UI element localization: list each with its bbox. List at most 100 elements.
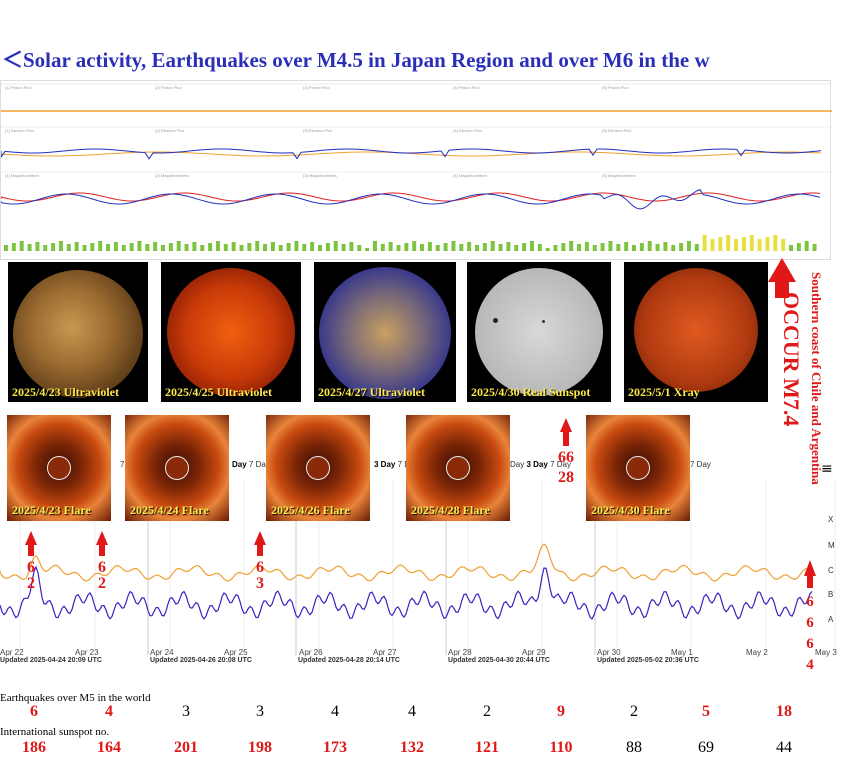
kp-bar xyxy=(113,242,118,251)
kp-bar xyxy=(561,243,566,251)
update-time: Updated 2025-04-24 20:09 UTC xyxy=(0,657,102,664)
eq-value-cell: 6 xyxy=(30,703,38,720)
range-buttons-2[interactable]: Day 7 Day xyxy=(232,460,270,469)
scale-m: M xyxy=(828,541,835,550)
kp-bar xyxy=(184,244,189,251)
kp-bar xyxy=(412,241,417,251)
sunspot-dot xyxy=(493,318,498,323)
kp-bar xyxy=(553,245,558,251)
kp-bar xyxy=(223,244,228,251)
sunspot-value-cell: 121 xyxy=(475,739,499,756)
panel-label: (5) Proton Flux xyxy=(602,85,628,90)
kp-bar xyxy=(467,242,472,251)
panel-label: (2) Electron Flux xyxy=(155,128,184,133)
kp-bar xyxy=(66,244,71,251)
flare-image-0430: 2025/4/30 Flare xyxy=(586,415,690,521)
kp-bar xyxy=(773,235,778,251)
update-time: Updated 2025-04-30 20:44 UTC xyxy=(448,657,550,664)
kp-bar xyxy=(231,242,236,251)
page-title: ＜Solar activity, Earthquakes over M4.5 i… xyxy=(2,48,710,72)
up-arrow-icon xyxy=(96,531,108,556)
panel-label: (4) Electron Flux xyxy=(453,128,482,133)
kp-bar xyxy=(82,245,87,251)
kp-bar xyxy=(537,244,542,251)
sunspot-value-cell: 173 xyxy=(323,739,347,756)
kp-bar xyxy=(482,243,487,251)
sunspot-value-cell: 198 xyxy=(248,739,272,756)
kp-bar xyxy=(812,244,817,251)
solar-image-xray-0501: 2025/5/1 Xray xyxy=(624,262,768,402)
ss-row-label: International sunspot no. xyxy=(0,726,110,738)
eq-value-cell: 9 xyxy=(557,703,565,720)
flare-image-0428: 2025/4/28 Flare xyxy=(406,415,510,521)
sunspot-value-cell: 88 xyxy=(626,739,642,756)
kp-bar xyxy=(741,237,746,251)
flare-caption: 2025/4/26 Flare xyxy=(271,503,350,517)
kp-bar xyxy=(600,243,605,251)
kp-bar xyxy=(129,243,134,251)
kp-bar xyxy=(208,243,213,251)
scale-b: B xyxy=(828,590,834,599)
sunspot-value-cell: 44 xyxy=(776,739,792,756)
panel-label: (5) Electron Flux xyxy=(602,128,631,133)
kp-bar xyxy=(372,241,377,251)
kp-bar xyxy=(278,245,283,251)
solar-caption: 2025/4/25 Ultraviolet xyxy=(165,385,272,399)
menu-icon[interactable]: ≡ xyxy=(821,461,833,477)
eq-value-cell: 4 xyxy=(331,703,339,720)
x-tick-label: Apr 25 xyxy=(224,648,248,657)
x-tick-label: Apr 26 xyxy=(299,648,323,657)
kp-bar xyxy=(506,242,511,251)
kp-bar xyxy=(420,244,425,251)
range-buttons-4[interactable]: Day 3 Day 7 Day xyxy=(510,460,571,469)
kp-bar xyxy=(263,244,268,251)
scale-c: C xyxy=(828,566,834,575)
kp-bar xyxy=(4,245,8,251)
up-arrow-icon xyxy=(254,531,266,556)
kp-bar xyxy=(781,239,786,251)
mag-trace-red xyxy=(0,192,821,202)
space-weather-graphs: (1) Proton Flux (2) Proton Flux (3) Proton… xyxy=(0,83,832,251)
occur-location: Southern coast of Chile and Argentina xyxy=(809,272,824,485)
eq-value-cell: 4 xyxy=(105,703,113,720)
panel-label: (1) Magnetometers xyxy=(5,173,39,178)
up-arrow-icon xyxy=(804,560,816,588)
panel-label: (3) Electron Flux xyxy=(303,128,332,133)
x-tick-label: May 1 xyxy=(671,648,693,657)
panel-label: (1) Electron Flux xyxy=(5,128,34,133)
kp-bar xyxy=(74,242,79,251)
kp-bar xyxy=(58,241,63,251)
kp-bar xyxy=(671,245,676,251)
sunspot-value-cell: 110 xyxy=(549,739,573,756)
eq-value-cell: 18 xyxy=(776,703,792,720)
kp-bar xyxy=(11,243,16,251)
kp-bar xyxy=(427,242,432,251)
kp-bar xyxy=(451,241,456,251)
eq-value-cell: 3 xyxy=(182,703,190,720)
panel-label: (5) Magnetometers xyxy=(602,173,636,178)
panel-label: (1) Proton Flux xyxy=(5,85,31,90)
solar-caption: 2025/5/1 Xray xyxy=(628,385,700,399)
flare-caption: 2025/4/24 Flare xyxy=(130,503,209,517)
kp-bar xyxy=(318,245,322,251)
kp-bar xyxy=(380,244,385,251)
kp-bar xyxy=(286,243,291,251)
sunspot-value-cell: 132 xyxy=(400,739,424,756)
big-up-arrow-icon xyxy=(768,258,796,298)
kp-bar xyxy=(302,244,307,251)
x-tick-label: Apr 28 xyxy=(448,648,472,657)
mag-trace-blue xyxy=(0,189,821,210)
xray-short-trace xyxy=(0,565,813,620)
range-buttons-5[interactable]: 7 Day xyxy=(690,460,711,469)
solar-image-sunspot-0430: 2025/4/30 Real Sunspot xyxy=(467,262,611,402)
kp-bar xyxy=(215,241,220,251)
kp-bar xyxy=(239,245,244,251)
kp-bar xyxy=(647,241,652,251)
solar-caption: 2025/4/23 Ultraviolet xyxy=(12,385,119,399)
kp-bar xyxy=(624,242,629,251)
flare-caption: 2025/4/23 Flare xyxy=(12,503,91,517)
